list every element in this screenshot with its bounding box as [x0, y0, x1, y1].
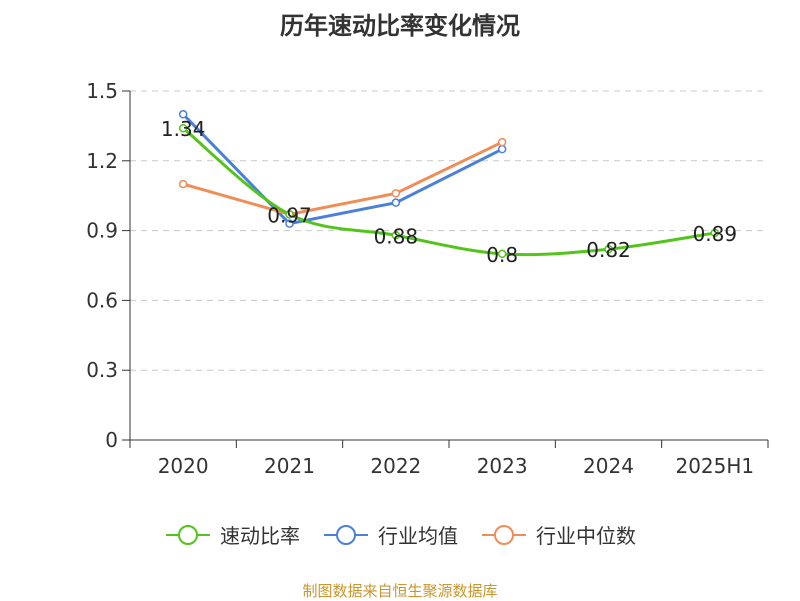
x-tick-label: 2025H1 — [675, 454, 754, 478]
series-point-0 — [497, 249, 507, 259]
series-point-1 — [497, 144, 507, 154]
legend-line-marker-icon — [324, 524, 368, 545]
y-tick-label: 0.9 — [86, 219, 118, 243]
legend-item[interactable]: 行业均值 — [322, 520, 458, 549]
series-line-1 — [182, 113, 503, 226]
series-point-1 — [178, 110, 188, 119]
x-tick-label: 2024 — [583, 454, 634, 478]
x-tick-label: 2020 — [158, 454, 209, 478]
series-point-0 — [604, 244, 613, 254]
data-label: 0.8 — [486, 243, 518, 267]
series-point-2 — [391, 189, 401, 198]
data-label: 0.89 — [693, 222, 738, 246]
series-line-0 — [182, 127, 716, 257]
series-point-1 — [391, 198, 401, 207]
data-label: 0.82 — [586, 238, 631, 262]
legend-item[interactable]: 行业中位数 — [480, 520, 636, 549]
data-label: 1.34 — [161, 117, 206, 141]
series-point-0 — [285, 210, 294, 219]
x-tick-label: 2021 — [264, 454, 315, 478]
legend-label: 速动比率 — [220, 524, 300, 548]
series-point-2 — [497, 137, 507, 147]
chart-legend: 速动比率 行业均值 行业中位数 — [0, 520, 800, 549]
y-tick-label: 0.6 — [86, 288, 118, 312]
legend-line-marker-icon — [166, 524, 210, 545]
legend-line-marker-icon — [482, 524, 526, 545]
series-point-0 — [391, 231, 401, 240]
source-note: 制图数据来自恒生聚源数据库 — [302, 582, 498, 600]
series-line-2 — [182, 140, 503, 216]
data-label: 0.88 — [374, 224, 419, 248]
series-point-0 — [178, 123, 188, 133]
y-tick-label: 1.2 — [86, 149, 118, 173]
x-tick-label: 2023 — [477, 454, 528, 478]
series-point-0 — [710, 228, 720, 238]
x-tick-label: 2022 — [370, 454, 421, 478]
chart-title: 历年速动比率变化情况 — [280, 12, 520, 40]
legend-item[interactable]: 速动比率 — [164, 520, 300, 549]
y-tick-label: 0.3 — [86, 358, 118, 382]
y-tick-label: 1.5 — [86, 79, 118, 103]
legend-label: 行业均值 — [378, 524, 458, 548]
series-point-2 — [178, 179, 188, 189]
legend-label: 行业中位数 — [536, 524, 636, 548]
data-label: 0.97 — [267, 203, 312, 227]
series-point-1 — [285, 219, 294, 228]
y-tick-label: 0 — [105, 428, 118, 452]
